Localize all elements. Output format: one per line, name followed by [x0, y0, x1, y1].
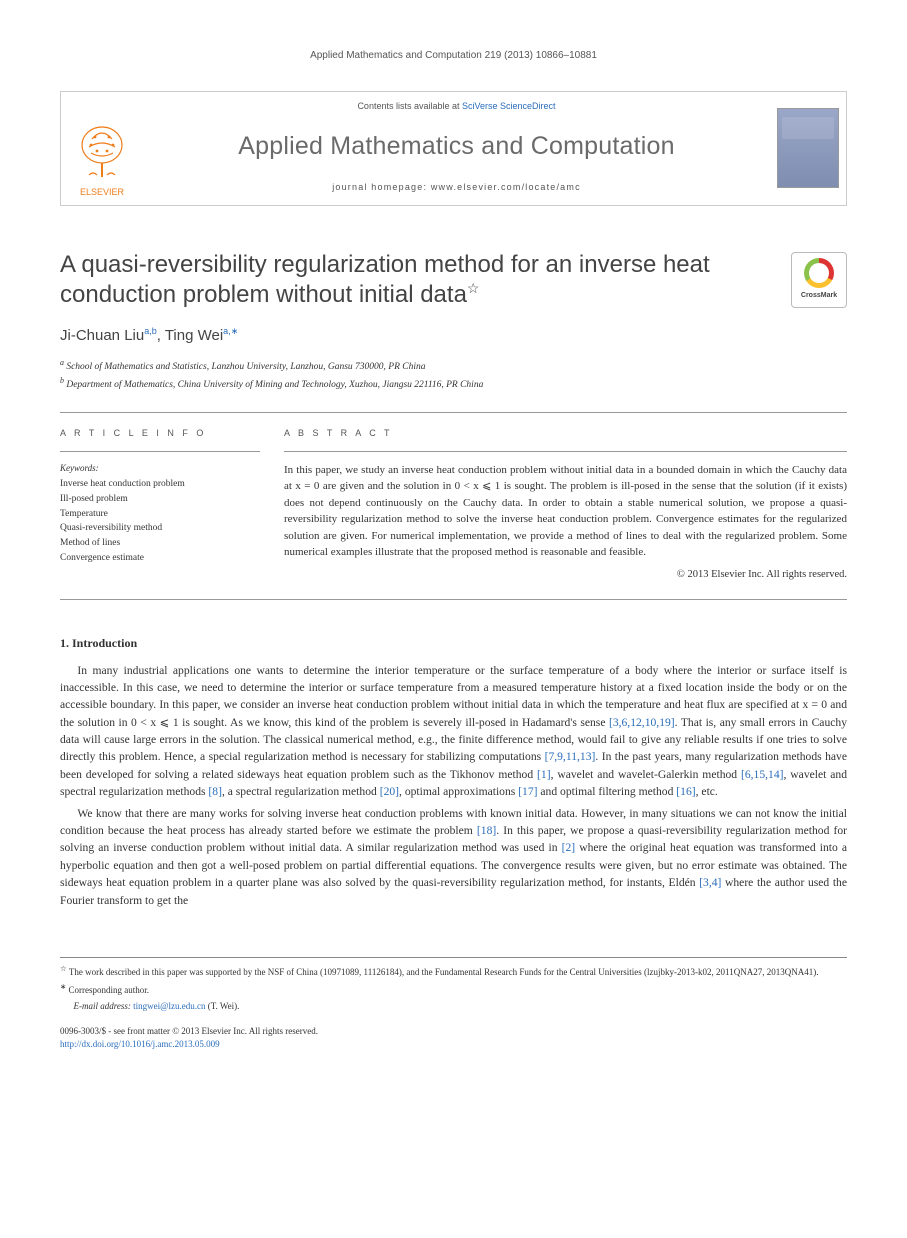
citation-link[interactable]: [6,15,14]	[741, 768, 784, 781]
citation-link[interactable]: [18]	[477, 824, 496, 837]
funding-footnote: ☆ The work described in this paper was s…	[60, 964, 847, 979]
front-matter-line: 0096-3003/$ - see front matter © 2013 El…	[60, 1025, 847, 1038]
abstract-copyright: © 2013 Elsevier Inc. All rights reserved…	[284, 567, 847, 583]
abstract-text: In this paper, we study an inverse heat …	[284, 462, 847, 561]
author-1-name: Ji-Chuan Liu	[60, 327, 144, 344]
author-1-affiliation-marks: a,b	[144, 326, 157, 336]
citation-link[interactable]: [2]	[562, 841, 576, 854]
affiliation-b-text: Department of Mathematics, China Univers…	[66, 380, 483, 390]
author-separator: ,	[157, 327, 165, 344]
contents-prefix: Contents lists available at	[357, 101, 462, 111]
affiliations: a School of Mathematics and Statistics, …	[60, 357, 847, 392]
corresponding-mark: ∗	[60, 982, 66, 991]
email-link[interactable]: tingwei@lzu.edu.cn	[133, 1001, 205, 1011]
running-head: Applied Mathematics and Computation 219 …	[60, 48, 847, 63]
journal-masthead: ELSEVIER Contents lists available at Sci…	[60, 91, 847, 206]
article-info-column: A R T I C L E I N F O Keywords: Inverse …	[60, 427, 260, 582]
funding-text: The work described in this paper was sup…	[69, 967, 819, 977]
citation-link[interactable]: [1]	[537, 768, 551, 781]
article-info-heading: A R T I C L E I N F O	[60, 427, 260, 441]
doi-link[interactable]: http://dx.doi.org/10.1016/j.amc.2013.05.…	[60, 1039, 220, 1049]
rule-abstract	[284, 451, 847, 452]
keyword-item: Quasi-reversibility method	[60, 521, 260, 536]
citation-link[interactable]: [8]	[208, 785, 222, 798]
corresponding-footnote: ∗ Corresponding author.	[60, 982, 847, 997]
keyword-item: Ill-posed problem	[60, 492, 260, 507]
page-footer: 0096-3003/$ - see front matter © 2013 El…	[60, 1025, 847, 1050]
p1-text-i: , etc.	[696, 785, 718, 798]
rule-bottom	[60, 599, 847, 600]
journal-homepage-line: journal homepage: www.elsevier.com/locat…	[153, 181, 760, 195]
citation-link[interactable]: [20]	[380, 785, 399, 798]
keywords-label: Keywords:	[60, 462, 260, 476]
author-2-affiliation-marks: a,	[223, 326, 231, 336]
elsevier-tree-icon: ELSEVIER	[67, 119, 137, 199]
keywords-list: Inverse heat conduction problem Ill-pose…	[60, 477, 260, 565]
corresponding-text: Corresponding author.	[69, 985, 150, 995]
email-footnote: E-mail address: tingwei@lzu.edu.cn (T. W…	[60, 1000, 847, 1013]
citation-link[interactable]: [7,9,11,13]	[545, 750, 596, 763]
title-line-2: conduction problem without initial data	[60, 281, 467, 308]
intro-paragraph-2: We know that there are many works for so…	[60, 805, 847, 909]
p1-text-f: , a spectral regularization method	[222, 785, 380, 798]
contents-available-line: Contents lists available at SciVerse Sci…	[153, 100, 760, 114]
funding-star: ☆	[60, 964, 67, 973]
affiliation-a-text: School of Mathematics and Statistics, La…	[66, 363, 425, 373]
author-list: Ji-Chuan Liua,b, Ting Weia,∗	[60, 325, 847, 348]
homepage-prefix: journal homepage:	[332, 182, 431, 192]
title-block: A quasi-reversibility regularization met…	[60, 250, 847, 311]
crossmark-label: CrossMark	[801, 291, 837, 302]
rule-info	[60, 451, 260, 452]
affiliation-a: a School of Mathematics and Statistics, …	[60, 357, 847, 374]
footnotes: ☆ The work described in this paper was s…	[60, 957, 847, 1013]
info-abstract-row: A R T I C L E I N F O Keywords: Inverse …	[60, 413, 847, 598]
elsevier-label: ELSEVIER	[80, 187, 125, 197]
section-1-heading: 1. Introduction	[60, 634, 847, 652]
p1-text-g: , optimal approximations	[399, 785, 518, 798]
email-label: E-mail address:	[74, 1001, 134, 1011]
journal-cover-thumbnail	[777, 108, 839, 188]
page-root: Applied Mathematics and Computation 219 …	[0, 0, 907, 1090]
journal-name: Applied Mathematics and Computation	[153, 128, 760, 166]
sciencedirect-link[interactable]: SciVerse ScienceDirect	[462, 101, 556, 111]
email-author-suffix: (T. Wei).	[205, 1001, 239, 1011]
affiliation-b: b Department of Mathematics, China Unive…	[60, 375, 847, 392]
journal-cover-cell	[770, 92, 846, 205]
citation-link[interactable]: [3,6,12,10,19]	[609, 716, 675, 729]
title-line-1: A quasi-reversibility regularization met…	[60, 251, 710, 278]
masthead-center: Contents lists available at SciVerse Sci…	[143, 92, 770, 205]
crossmark-icon	[804, 258, 834, 288]
intro-paragraph-1: In many industrial applications one want…	[60, 662, 847, 801]
citation-link[interactable]: [3,4]	[699, 876, 721, 889]
citation-link[interactable]: [17]	[518, 785, 537, 798]
paper-title: A quasi-reversibility regularization met…	[60, 250, 767, 311]
keyword-item: Inverse heat conduction problem	[60, 477, 260, 492]
author-2-name: Ting Wei	[165, 327, 223, 344]
p1-text-d: , wavelet and wavelet-Galerkin method	[551, 768, 741, 781]
keyword-item: Temperature	[60, 507, 260, 522]
keyword-item: Convergence estimate	[60, 551, 260, 566]
abstract-heading: A B S T R A C T	[284, 427, 847, 441]
abstract-column: A B S T R A C T In this paper, we study …	[284, 427, 847, 582]
title-footnote-star: ☆	[467, 280, 480, 296]
homepage-url[interactable]: www.elsevier.com/locate/amc	[431, 182, 581, 192]
crossmark-badge[interactable]: CrossMark	[791, 252, 847, 308]
elsevier-logo-cell: ELSEVIER	[61, 92, 143, 205]
p1-text-h: and optimal filtering method	[538, 785, 677, 798]
citation-link[interactable]: [16]	[676, 785, 695, 798]
author-2-corresponding-mark: ∗	[231, 326, 239, 336]
keyword-item: Method of lines	[60, 536, 260, 551]
